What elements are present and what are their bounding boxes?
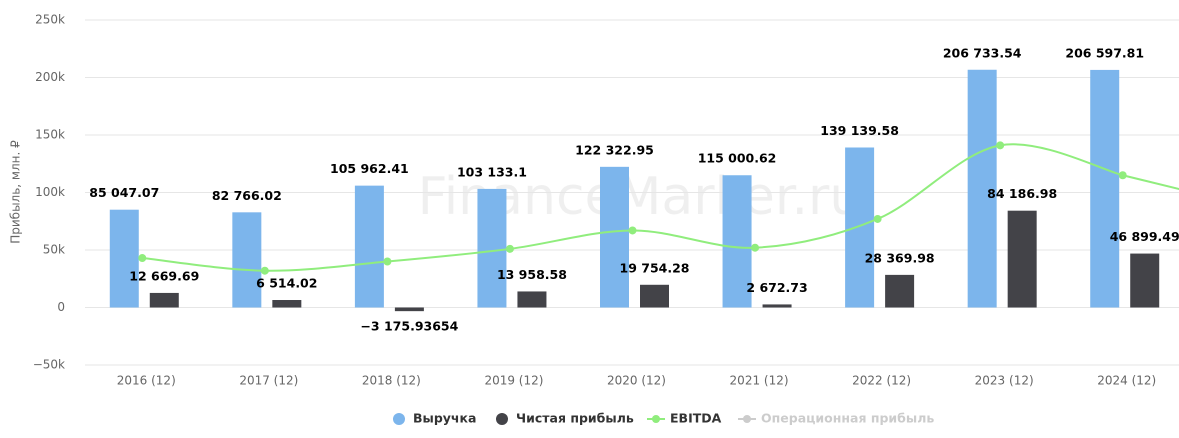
y-tick-label: 250k	[35, 13, 65, 27]
bar	[517, 291, 547, 308]
bar	[1007, 210, 1037, 308]
y-tick-label: −50k	[33, 358, 65, 372]
bar	[967, 69, 997, 308]
value-label: 105 962.41	[330, 161, 409, 176]
bar	[394, 307, 424, 312]
legend-marker	[743, 415, 751, 423]
legend-marker	[496, 413, 508, 425]
bar	[762, 304, 792, 308]
line-point	[260, 266, 269, 275]
bar	[109, 209, 139, 308]
x-tick-label: 2020 (12)	[607, 374, 666, 388]
legend-label: EBITDA	[670, 411, 722, 426]
bar	[1130, 253, 1160, 308]
value-label: 28 369.98	[865, 250, 935, 265]
y-tick-label: 150k	[35, 128, 65, 142]
value-label: 139 139.58	[820, 123, 899, 138]
x-tick-label: 2021 (12)	[730, 374, 789, 388]
value-label: 19 754.28	[620, 260, 690, 275]
x-tick-label: 2022 (12)	[852, 374, 911, 388]
line-point	[505, 244, 514, 253]
x-tick-label: 2018 (12)	[362, 374, 421, 388]
legend-label: Чистая прибыль	[516, 411, 634, 426]
value-label: 46 899.49	[1110, 229, 1179, 244]
bar	[354, 185, 384, 308]
line-point	[628, 226, 637, 235]
y-tick-label: 100k	[35, 185, 65, 199]
bar	[232, 212, 262, 308]
bar	[600, 166, 629, 308]
value-label: 85 047.07	[89, 185, 159, 200]
value-label: 103 133.1	[457, 164, 527, 179]
line-point	[996, 141, 1005, 150]
legend-label: Выручка	[413, 411, 476, 426]
value-label: 84 186.98	[987, 186, 1057, 201]
line-point	[1118, 171, 1127, 180]
legend-label: Операционная прибыль	[761, 411, 934, 426]
y-tick-label: 50k	[43, 243, 65, 257]
y-tick-label: 200k	[35, 70, 65, 84]
y-axis-label: Прибыль, млн. ₽	[9, 140, 23, 244]
line-point	[873, 214, 882, 223]
value-label: 6 514.02	[256, 276, 317, 291]
x-tick-label: 2024 (12)	[1097, 374, 1156, 388]
legend-marker	[393, 413, 405, 425]
value-label: 122 322.95	[575, 142, 654, 157]
bar	[722, 175, 752, 308]
line-point	[383, 257, 392, 266]
value-label: 206 733.54	[943, 45, 1022, 60]
bar	[1090, 69, 1120, 308]
legend-marker	[652, 415, 660, 423]
bar	[640, 284, 669, 308]
y-tick-label: 0	[57, 300, 65, 314]
value-label: −3 175.93654	[360, 319, 458, 334]
bar	[885, 274, 915, 308]
x-tick-label: 2019 (12)	[484, 374, 543, 388]
value-label: 206 597.81	[1065, 45, 1144, 60]
x-tick-label: 2016 (12)	[117, 374, 176, 388]
value-label: 115 000.62	[698, 151, 777, 166]
x-tick-label: 2023 (12)	[975, 374, 1034, 388]
value-label: 13 958.58	[497, 267, 567, 282]
bar	[477, 188, 507, 308]
value-label: 2 672.73	[746, 280, 807, 295]
line-point	[138, 254, 147, 263]
bar	[272, 300, 302, 308]
bar	[845, 147, 875, 308]
bar	[149, 292, 179, 308]
value-label: 82 766.02	[212, 188, 282, 203]
x-tick-label: 2017 (12)	[239, 374, 298, 388]
line-point	[751, 243, 760, 252]
value-label: 12 669.69	[129, 268, 199, 283]
